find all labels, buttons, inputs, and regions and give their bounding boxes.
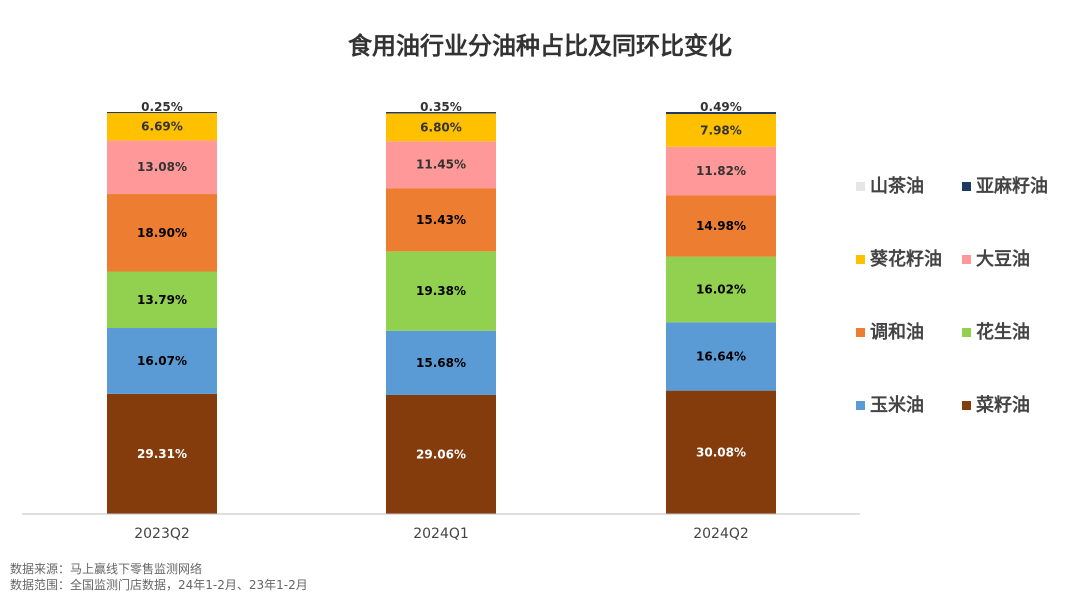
bar-segment-2024Q1-大豆油 xyxy=(386,141,496,189)
bar-segment-2023Q2-花生油 xyxy=(107,271,217,329)
bar-segment-2024Q2-大豆油 xyxy=(666,146,776,196)
data-label-2024Q2-菜籽油: 30.08% xyxy=(696,445,746,459)
data-label-2023Q2-菜籽油: 29.31% xyxy=(137,447,187,461)
data-label-2024Q2-玉米油: 16.64% xyxy=(696,349,746,363)
data-range-note: 数据范围：全国监测门店数据，24年1-2月、23年1-2月 xyxy=(10,578,308,592)
legend-swatch-亚麻籽油 xyxy=(962,182,971,191)
data-label-2024Q1-花生油: 19.38% xyxy=(416,284,466,298)
data-label-2023Q2-花生油: 13.79% xyxy=(137,293,187,307)
bar-segment-2024Q2-亚麻籽油 xyxy=(666,112,776,115)
data-label-2024Q1-玉米油: 15.68% xyxy=(416,356,466,370)
data-label-2024Q1-大豆油: 11.45% xyxy=(416,158,466,172)
bar-segment-2024Q2-调和油 xyxy=(666,195,776,257)
legend-label-大豆油: 大豆油 xyxy=(976,248,1030,270)
legend-swatch-大豆油 xyxy=(962,255,971,264)
bar-segment-2024Q2-花生油 xyxy=(666,256,776,323)
data-label-2023Q2-葵花籽油: 6.69% xyxy=(141,120,183,134)
data-label-2024Q2-调和油: 14.98% xyxy=(696,219,746,233)
legend-label-调和油: 调和油 xyxy=(870,321,924,343)
data-labels-layer: 29.31% 16.07% 13.79% 18.90% 13.08% 6.69% 0.25%… xyxy=(137,100,746,461)
legend-swatch-山茶油 xyxy=(856,182,865,191)
bar-segment-2024Q1-玉米油 xyxy=(386,330,496,395)
bar-segment-2024Q1-菜籽油 xyxy=(386,394,496,514)
bar-segment-2023Q2-亚麻籽油 xyxy=(107,112,217,114)
bars-layer xyxy=(107,112,776,514)
chart-title: 食用油行业分油种占比及同环比变化 xyxy=(348,32,732,60)
data-source-note: 数据来源：马上赢线下零售监测网络 xyxy=(10,562,203,576)
bar-segment-2024Q1-葵花籽油 xyxy=(386,113,496,142)
data-label-2024Q2-葵花籽油: 7.98% xyxy=(700,123,742,137)
bar-segment-2024Q2-菜籽油 xyxy=(666,390,776,514)
legend-swatch-玉米油 xyxy=(856,401,865,410)
data-label-2024Q2-亚麻籽油: 0.49% xyxy=(700,100,742,114)
data-label-2023Q2-调和油: 18.90% xyxy=(137,226,187,240)
data-label-2023Q2-亚麻籽油: 0.25% xyxy=(141,100,183,114)
data-label-2023Q2-大豆油: 13.08% xyxy=(137,160,187,174)
bar-segment-2024Q1-亚麻籽油 xyxy=(386,112,496,114)
legend-label-菜籽油: 菜籽油 xyxy=(975,394,1030,416)
data-label-2024Q1-菜籽油: 29.06% xyxy=(416,447,466,461)
data-label-2024Q1-调和油: 15.43% xyxy=(416,213,466,227)
data-label-2024Q1-葵花籽油: 6.80% xyxy=(420,120,462,134)
bar-segment-2023Q2-葵花籽油 xyxy=(107,113,217,141)
legend-label-亚麻籽油: 亚麻籽油 xyxy=(976,175,1048,197)
bar-segment-2023Q2-调和油 xyxy=(107,194,217,272)
legend-swatch-花生油 xyxy=(962,328,971,337)
bar-segment-2023Q2-玉米油 xyxy=(107,328,217,394)
data-label-2024Q1-亚麻籽油: 0.35% xyxy=(420,100,462,114)
bar-segment-2024Q1-花生油 xyxy=(386,251,496,331)
legend-label-玉米油: 玉米油 xyxy=(870,394,924,416)
data-label-2024Q2-大豆油: 11.82% xyxy=(696,164,746,178)
bar-segment-2024Q1-调和油 xyxy=(386,188,496,252)
bar-segment-2024Q2-葵花籽油 xyxy=(666,114,776,147)
bar-segment-2023Q2-大豆油 xyxy=(107,140,217,195)
legend-label-花生油: 花生油 xyxy=(976,321,1030,343)
legend-swatch-菜籽油 xyxy=(962,401,971,410)
data-label-2023Q2-玉米油: 16.07% xyxy=(137,354,187,368)
legend-swatch-调和油 xyxy=(856,328,865,337)
legend-label-山茶油: 山茶油 xyxy=(870,175,924,197)
x-tick-label-2023Q2: 2023Q2 xyxy=(134,526,190,542)
x-tick-label-2024Q1: 2024Q1 xyxy=(413,526,469,542)
bar-segment-2023Q2-菜籽油 xyxy=(107,393,217,514)
bar-segment-2024Q2-玉米油 xyxy=(666,322,776,391)
legend-label-葵花籽油: 葵花籽油 xyxy=(869,248,942,270)
legend-swatch-葵花籽油 xyxy=(856,255,865,264)
data-label-2024Q2-花生油: 16.02% xyxy=(696,283,746,297)
x-tick-label-2024Q2: 2024Q2 xyxy=(693,526,749,542)
x-tick-labels: 2023Q2 2024Q1 2024Q2 xyxy=(134,526,749,542)
